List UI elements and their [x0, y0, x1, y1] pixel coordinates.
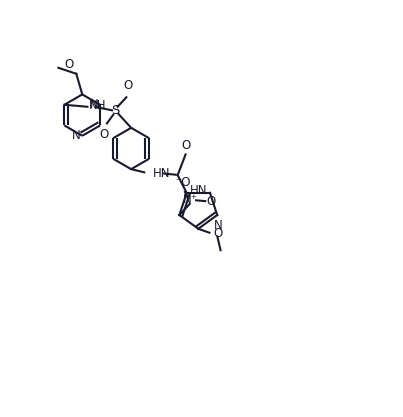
Text: N: N: [71, 129, 80, 142]
Text: HN: HN: [190, 184, 208, 197]
Text: N: N: [214, 219, 222, 232]
Text: NH: NH: [89, 100, 106, 113]
Text: N: N: [89, 98, 98, 111]
Text: O: O: [64, 58, 73, 71]
Text: N⁺: N⁺: [183, 193, 198, 206]
Text: O: O: [214, 227, 223, 240]
Text: S: S: [111, 104, 119, 117]
Text: O: O: [124, 79, 133, 92]
Text: HN: HN: [153, 167, 170, 180]
Text: O: O: [181, 139, 190, 152]
Text: ⁻O: ⁻O: [176, 176, 191, 189]
Text: O: O: [100, 128, 109, 141]
Text: O: O: [206, 196, 216, 208]
